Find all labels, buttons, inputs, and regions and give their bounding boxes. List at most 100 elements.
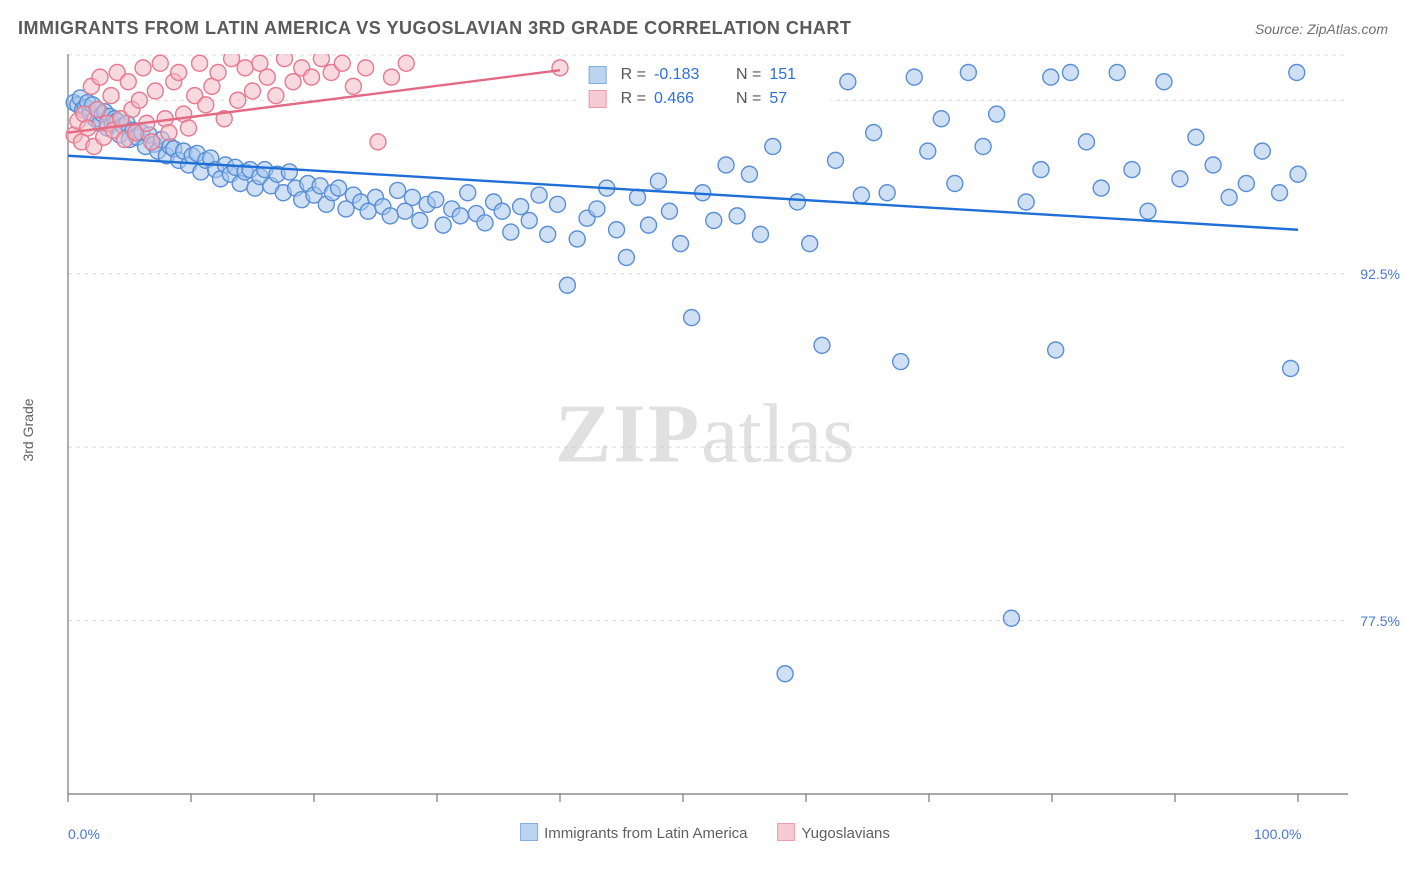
data-point: [729, 208, 745, 224]
data-point: [390, 182, 406, 198]
legend-swatch: [520, 823, 538, 841]
data-point: [1048, 342, 1064, 358]
y-axis-title: 3rd Grade: [20, 398, 36, 461]
data-point: [120, 74, 136, 90]
scatter-chart-svg: [60, 54, 1350, 814]
data-point: [245, 83, 261, 99]
data-point: [92, 69, 108, 85]
data-point: [933, 111, 949, 127]
source-attribution: Source: ZipAtlas.com: [1255, 21, 1388, 37]
data-point: [661, 203, 677, 219]
data-point: [552, 60, 568, 76]
data-point: [90, 102, 106, 118]
data-point: [103, 88, 119, 104]
data-point: [947, 176, 963, 192]
chart-title: IMMIGRANTS FROM LATIN AMERICA VS YUGOSLA…: [18, 18, 851, 39]
data-point: [777, 666, 793, 682]
data-point: [503, 224, 519, 240]
n-value: 151: [769, 63, 821, 87]
data-point: [230, 92, 246, 108]
data-point: [398, 55, 414, 71]
data-point: [559, 277, 575, 293]
data-point: [237, 60, 253, 76]
data-point: [313, 54, 329, 67]
r-value: -0.183: [654, 63, 706, 87]
data-point: [435, 217, 451, 233]
legend-swatch: [589, 90, 607, 108]
data-point: [1283, 361, 1299, 377]
data-point: [152, 55, 168, 71]
legend-swatch: [778, 823, 796, 841]
data-point: [650, 173, 666, 189]
data-point: [920, 143, 936, 159]
data-point: [589, 201, 605, 217]
data-point: [1290, 166, 1306, 182]
data-point: [906, 69, 922, 85]
data-point: [989, 106, 1005, 122]
data-point: [171, 65, 187, 81]
data-point: [268, 88, 284, 104]
legend-item-yugo: Yugoslavians: [778, 823, 890, 842]
data-point: [1093, 180, 1109, 196]
data-point: [840, 74, 856, 90]
legend-swatch: [589, 66, 607, 84]
data-point: [1140, 203, 1156, 219]
data-point: [161, 125, 177, 141]
stats-row-latin: R = -0.183 N = 151: [589, 63, 822, 87]
data-point: [1124, 162, 1140, 178]
data-point: [345, 78, 361, 94]
chart-header: IMMIGRANTS FROM LATIN AMERICA VS YUGOSLA…: [18, 18, 1388, 39]
x-tick-label: 100.0%: [1254, 826, 1301, 842]
data-point: [618, 250, 634, 266]
data-point: [210, 65, 226, 81]
y-tick-label: 77.5%: [1360, 613, 1400, 629]
r-label: R =: [621, 63, 646, 87]
data-point: [1043, 69, 1059, 85]
data-point: [1018, 194, 1034, 210]
data-point: [1272, 185, 1288, 201]
data-point: [404, 189, 420, 205]
data-point: [1188, 129, 1204, 145]
data-point: [1238, 176, 1254, 192]
data-point: [789, 194, 805, 210]
data-point: [879, 185, 895, 201]
data-point: [276, 54, 292, 67]
correlation-stats-box: R = -0.183 N = 151R =0.466N = 57: [580, 60, 831, 114]
data-point: [460, 185, 476, 201]
data-point: [477, 215, 493, 231]
data-point: [673, 236, 689, 252]
source-link[interactable]: ZipAtlas.com: [1307, 21, 1388, 37]
data-point: [521, 213, 537, 229]
data-point: [383, 69, 399, 85]
data-point: [866, 125, 882, 141]
r-value: 0.466: [654, 87, 706, 111]
n-label: N =: [736, 63, 761, 87]
data-point: [494, 203, 510, 219]
data-point: [684, 310, 700, 326]
data-point: [752, 226, 768, 242]
legend-label: Yugoslavians: [802, 825, 890, 842]
data-point: [144, 134, 160, 150]
data-point: [370, 134, 386, 150]
data-point: [641, 217, 657, 233]
data-point: [281, 164, 297, 180]
data-point: [718, 157, 734, 173]
data-point: [1062, 65, 1078, 81]
data-point: [428, 192, 444, 208]
data-point: [893, 354, 909, 370]
stats-row-yugo: R =0.466N = 57: [589, 87, 822, 111]
data-point: [1156, 74, 1172, 90]
data-point: [765, 139, 781, 155]
data-point: [1003, 610, 1019, 626]
data-point: [1289, 65, 1305, 81]
legend-item-latin: Immigrants from Latin America: [520, 823, 747, 842]
data-point: [814, 337, 830, 353]
data-point: [259, 69, 275, 85]
n-value: 57: [769, 87, 821, 111]
source-prefix: Source:: [1255, 21, 1307, 37]
data-point: [1205, 157, 1221, 173]
data-point: [147, 83, 163, 99]
data-point: [540, 226, 556, 242]
data-point: [513, 199, 529, 215]
data-point: [1033, 162, 1049, 178]
